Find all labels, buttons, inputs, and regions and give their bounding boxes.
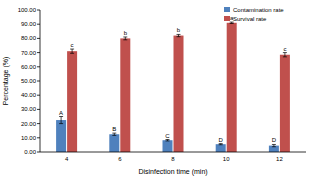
error-bar (70, 49, 74, 53)
y-tick-label: 50.00 (21, 78, 37, 84)
x-tick-label: 12 (276, 156, 283, 162)
error-bar (230, 22, 234, 23)
bar (280, 55, 290, 152)
error-bar (272, 144, 276, 146)
significance-letter: b (177, 27, 181, 33)
y-tick (37, 123, 40, 124)
y-tick (37, 109, 40, 110)
bar (227, 23, 237, 152)
error-bar (59, 117, 63, 124)
x-tick-label: 6 (118, 156, 122, 162)
bar (120, 38, 130, 152)
x-tick-label: 8 (171, 156, 175, 162)
y-tick (37, 24, 40, 25)
y-tick-label: 30.00 (21, 106, 37, 112)
significance-letter: D (272, 137, 277, 143)
significance-letter: D (219, 137, 224, 143)
y-tick-label: 0.00 (24, 149, 36, 155)
error-bar (283, 53, 287, 57)
y-tick (37, 81, 40, 82)
bar (174, 36, 184, 152)
legend-label: Contamination rate (233, 7, 284, 13)
significance-letter: c (283, 46, 286, 52)
y-tick (37, 38, 40, 39)
bars (56, 22, 290, 152)
y-tick (37, 10, 40, 11)
significance-letter: C (165, 133, 170, 139)
y-tick (37, 66, 40, 67)
legend-swatch (224, 7, 230, 12)
bar (163, 140, 173, 152)
error-bar (112, 133, 116, 135)
chart: 0.00 10.00 20.00 30.00 40.00 50.00 60.00 70.00 8… (0, 0, 312, 184)
y-tick-label: 40.00 (21, 92, 37, 98)
y-tick-label: 60.00 (21, 64, 37, 70)
bar (67, 51, 77, 152)
error-bar (219, 144, 223, 145)
y-tick-label: 80.00 (21, 35, 37, 41)
x-axis-title: Disinfection time (min) (138, 168, 207, 176)
x-axis (40, 152, 306, 153)
error-bar (177, 34, 181, 36)
significance-letter: B (112, 126, 116, 132)
error-bar (123, 37, 127, 40)
y-tick-label: 100.00 (18, 7, 37, 13)
x-tick-label: 10 (223, 156, 230, 162)
y-tick-label: 70.00 (21, 50, 37, 56)
y-tick-label: 20.00 (21, 121, 37, 127)
annotations: ABCDDcbbac (59, 15, 286, 143)
significance-letter: A (59, 110, 63, 116)
error-bar (166, 140, 170, 141)
y-tick (37, 137, 40, 138)
y-tick-label: 90.00 (21, 21, 37, 27)
y-axis (40, 10, 41, 152)
bar (56, 120, 66, 152)
bar (109, 134, 119, 152)
legend-swatch (224, 16, 230, 21)
significance-letter: b (124, 30, 128, 36)
x-tick-label: 4 (65, 156, 69, 162)
significance-letter: c (71, 42, 74, 48)
y-axis-title: Percentage (%) (2, 57, 10, 106)
bar (216, 144, 226, 152)
y-tick (37, 95, 40, 96)
y-tick-label: 10.00 (21, 135, 37, 141)
legend-label: Survival rate (233, 16, 267, 22)
y-tick (37, 152, 40, 153)
y-tick (37, 52, 40, 53)
